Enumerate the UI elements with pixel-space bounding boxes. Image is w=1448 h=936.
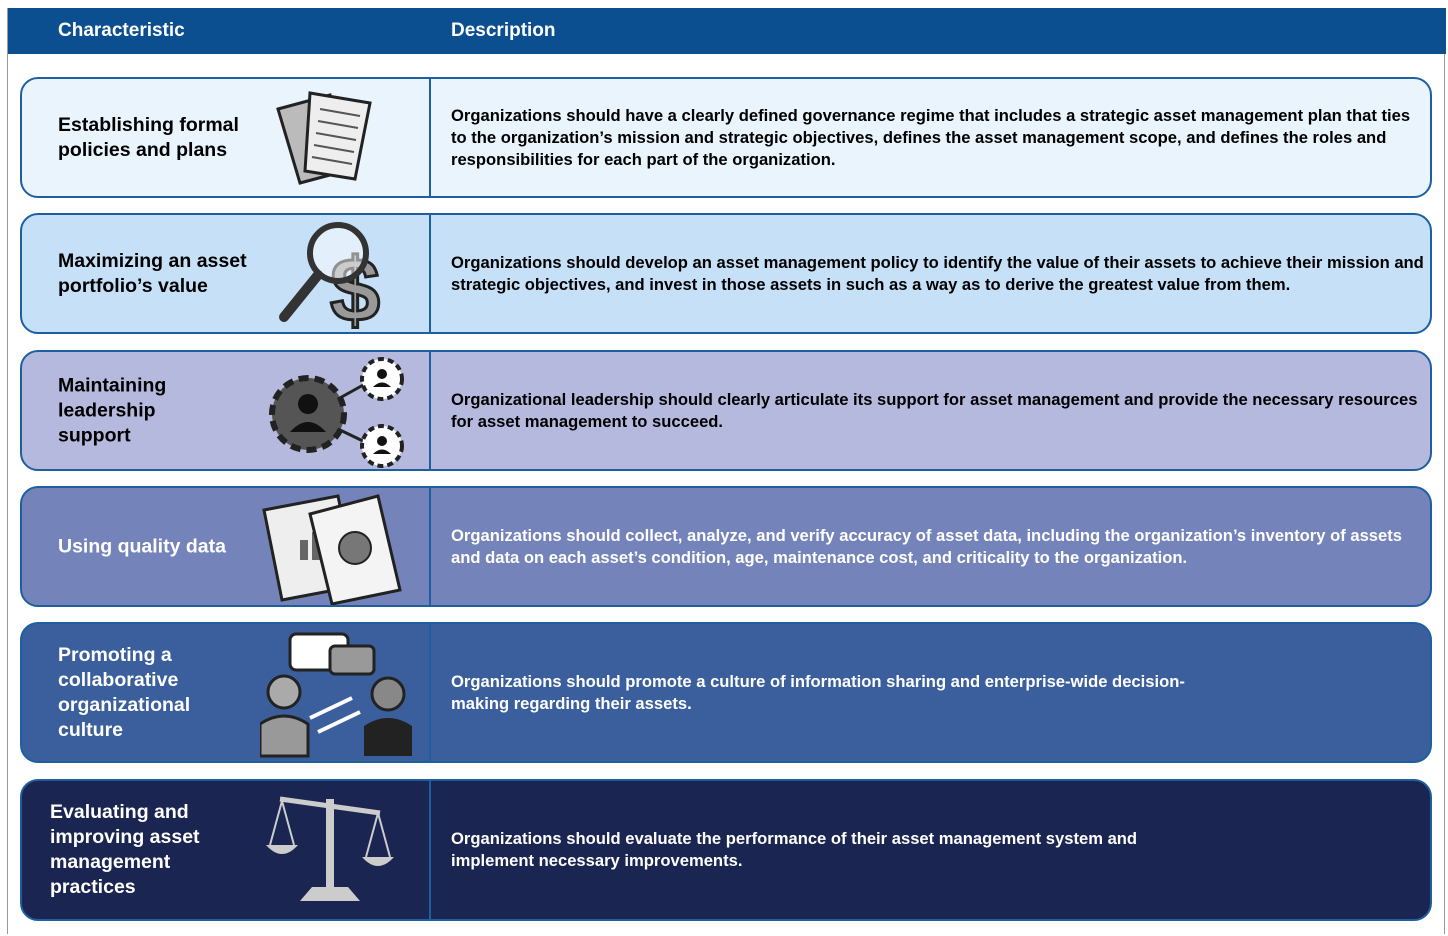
characteristic: Establishing formal policies and plans <box>58 113 239 161</box>
table-row: Evaluating and improving asset managemen… <box>20 779 1432 921</box>
characteristic: Using quality data <box>58 535 226 557</box>
characteristic: Evaluating and improving asset managemen… <box>50 801 200 898</box>
table-row: Maintaining leadership support Organizat… <box>20 350 1432 471</box>
description: Organizations should promote a culture o… <box>451 671 1185 713</box>
description: Organizational leadership should clearly… <box>451 389 1418 431</box>
characteristic: Maximizing an asset portfolio’s value <box>58 249 247 297</box>
divider <box>429 488 431 605</box>
column-header: Description <box>451 20 556 41</box>
leadership-icon <box>269 357 404 468</box>
data-icon <box>262 494 402 605</box>
divider <box>429 781 431 919</box>
collaboration-icon <box>260 632 412 758</box>
divider <box>429 352 431 469</box>
description: Organizations should collect, analyze, a… <box>451 525 1403 567</box>
table-row: Maximizing an asset portfolio’s value $ … <box>20 213 1432 334</box>
table-row: Establishing formal policies and plans O… <box>20 77 1432 198</box>
frame <box>7 8 1445 934</box>
documents-icon <box>276 91 372 185</box>
divider <box>429 215 431 332</box>
scale-icon <box>266 796 394 901</box>
table-row: Promoting a collaborative organizational… <box>20 622 1432 763</box>
description: Organizations should evaluate the perfor… <box>451 829 1138 870</box>
characteristic: Maintaining leadership support <box>58 374 167 446</box>
description: Organizations should have a clearly defi… <box>451 105 1411 169</box>
table-row: Using quality data Organizations should … <box>20 486 1432 607</box>
divider <box>429 79 431 196</box>
divider <box>429 624 431 761</box>
characteristic: Promoting a collaborative organizational… <box>58 643 191 741</box>
column-header: Characteristic <box>58 20 185 41</box>
value-icon: $ <box>279 222 382 332</box>
description: Organizations should develop an asset ma… <box>451 252 1424 294</box>
table-header: Characteristic Description <box>8 8 1446 54</box>
